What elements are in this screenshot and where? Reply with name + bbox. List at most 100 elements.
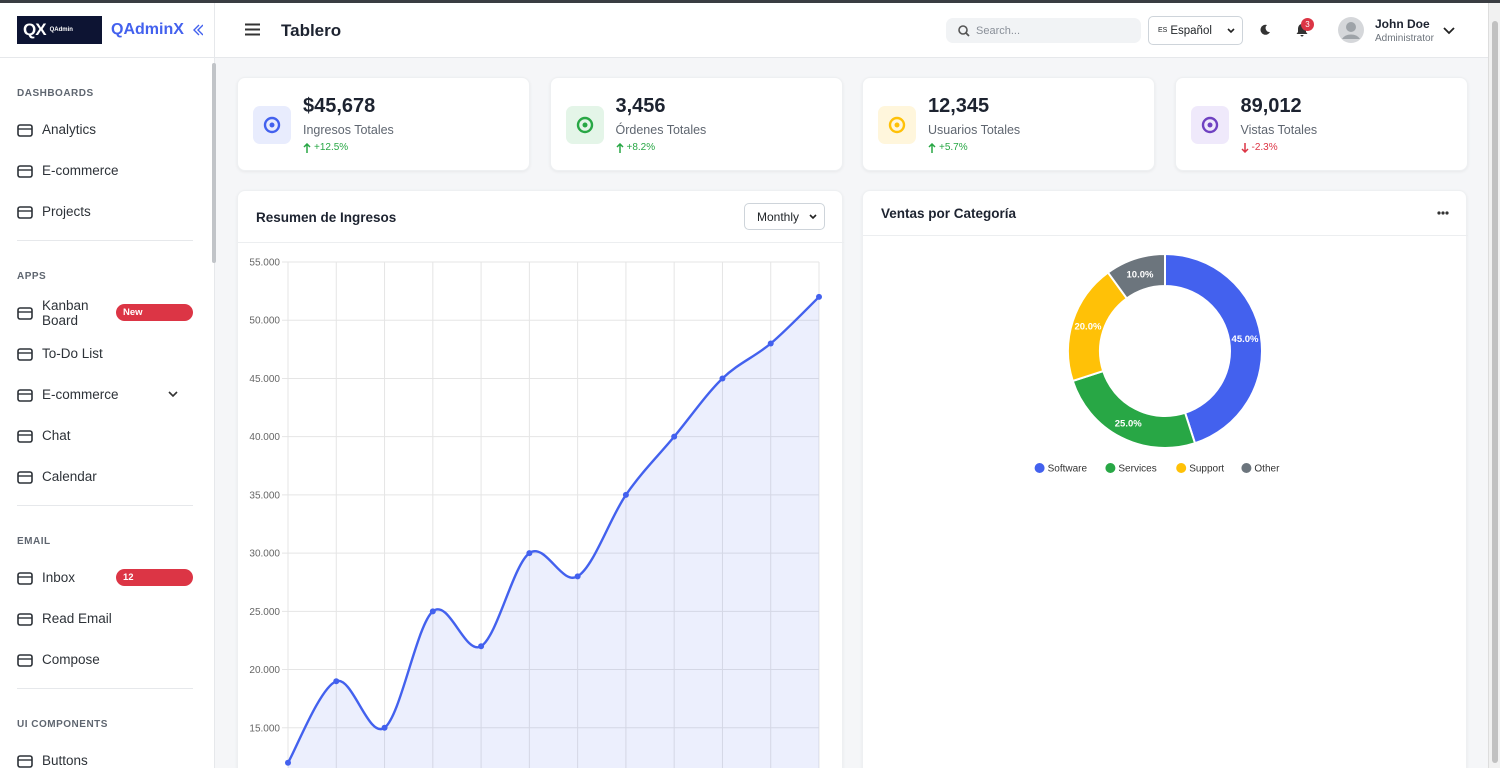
nav-icon [17, 470, 33, 484]
glyph-shape [894, 122, 900, 128]
y-tick-label: 40.000 [249, 432, 280, 443]
nav-item[interactable]: Analytics [17, 109, 193, 150]
value-label: 10.0% [1127, 269, 1154, 280]
nav-item[interactable]: E-commerce [17, 150, 193, 191]
nav-item[interactable]: Chat [17, 415, 193, 456]
logo-area: QX QAdmin QAdminX [0, 3, 214, 58]
stat-change: +5.7% [928, 142, 968, 153]
icon-shape [17, 388, 33, 402]
arrow-shape [303, 142, 311, 153]
nav-icon [17, 388, 33, 402]
divider [17, 688, 193, 689]
y-tick-label: 50.000 [249, 316, 280, 327]
card-divider [238, 242, 844, 243]
glyph-shape [888, 116, 906, 134]
icon-shape [17, 123, 33, 137]
nav-item[interactable]: Kanban Board New [17, 292, 193, 333]
stat-glyph [263, 116, 281, 134]
trend-arrow [1240, 142, 1249, 153]
page-scrollbar[interactable] [1488, 3, 1500, 768]
doughnut-segment [1106, 252, 1166, 300]
legend-swatch [1241, 463, 1252, 473]
point [333, 678, 340, 685]
user-menu-caret[interactable] [1443, 27, 1455, 35]
nav-label: Chat [42, 428, 71, 443]
arrow-shape [1240, 142, 1249, 153]
theme-toggle[interactable] [1259, 24, 1271, 36]
logo[interactable]: QX QAdmin [17, 16, 102, 44]
caret-shape [168, 391, 178, 398]
nav-item[interactable]: Inbox 12 [17, 557, 193, 598]
legend-label: Other [1254, 464, 1280, 475]
notification-badge: 3 [1301, 18, 1314, 31]
menu-toggle[interactable] [245, 23, 260, 36]
nav-item[interactable]: Compose [17, 639, 193, 680]
y-tick-label: 45.000 [249, 374, 280, 385]
brand[interactable]: QAdminX [111, 21, 184, 38]
nav: DASHBOARDS Analytics E-commerce Projects APP… [0, 88, 214, 768]
nav-item[interactable]: Buttons [17, 740, 193, 768]
stat-change: -2.3% [1240, 142, 1278, 153]
arrow-shape [615, 142, 624, 153]
nav-label: Inbox [42, 570, 76, 585]
nav-icon [17, 347, 33, 361]
y-tick-label: 20.000 [249, 665, 280, 676]
nav-label: To-Do List [42, 346, 103, 361]
nav-badge: New [116, 304, 193, 321]
period-select[interactable]: Monthly [744, 203, 825, 230]
stat-card: 3,456 Órdenes Totales +8.2% [549, 77, 843, 171]
doughnut-segment [1071, 369, 1197, 449]
language-select[interactable]: ES Español [1148, 16, 1243, 45]
search-box[interactable]: Search... [946, 18, 1141, 43]
nav-label: Read Email [42, 611, 112, 626]
nav-label: Kanban Board [42, 297, 89, 328]
stat-change-text: -2.3% [1251, 142, 1278, 153]
caret [809, 213, 817, 219]
nav-item[interactable]: To-Do List [17, 333, 193, 374]
stat-value: 89,012 [1240, 95, 1302, 117]
stat-label: Ingresos Totales [303, 123, 394, 137]
point [429, 608, 436, 615]
y-tick-label: 25.000 [249, 607, 280, 618]
nav-label: E-commerce [42, 163, 119, 178]
legend-label: Services [1118, 464, 1156, 475]
nav-icon [17, 205, 33, 219]
nav-item[interactable]: Calendar [17, 456, 193, 497]
icon-shape [17, 470, 33, 484]
icon-shape [17, 653, 33, 667]
stat-glyph [576, 116, 593, 134]
y-tick-label: 35.000 [249, 490, 280, 501]
point [574, 573, 581, 580]
nav-icon [17, 123, 33, 137]
user-name: John Doe [1375, 17, 1430, 31]
stat-change: +12.5% [303, 142, 348, 153]
glyph-shape [263, 116, 281, 134]
sidebar-scrollbar[interactable] [212, 63, 216, 263]
icon-shape [17, 571, 33, 585]
card-divider [863, 235, 1468, 236]
legend-swatch [1176, 463, 1187, 473]
collapse-icon[interactable] [192, 24, 203, 36]
card-menu[interactable] [1437, 211, 1449, 215]
glyph-shape [576, 116, 593, 134]
trend-arrow [615, 142, 624, 153]
language-code: ES [1158, 27, 1168, 34]
stat-change-text: +8.2% [626, 142, 656, 153]
avatar[interactable] [1338, 17, 1364, 43]
nav-label: E-commerce [42, 387, 119, 402]
section-title: APPS [17, 271, 47, 282]
nav-icon [17, 306, 33, 320]
page-title: Tablero [281, 21, 342, 40]
nav-item[interactable]: E-commerce [17, 374, 193, 415]
icon-shape [17, 754, 33, 768]
glyph-shape [1201, 116, 1218, 134]
nav-item[interactable]: Read Email [17, 598, 193, 639]
stat-icon [253, 106, 291, 144]
value-label: 25.0% [1115, 419, 1142, 430]
scroll-thumb[interactable] [1492, 21, 1498, 763]
nav-icon [17, 754, 33, 768]
nav-item[interactable]: Projects [17, 191, 193, 232]
stat-icon [1190, 106, 1229, 144]
y-tick-label: 55.000 [249, 258, 280, 269]
